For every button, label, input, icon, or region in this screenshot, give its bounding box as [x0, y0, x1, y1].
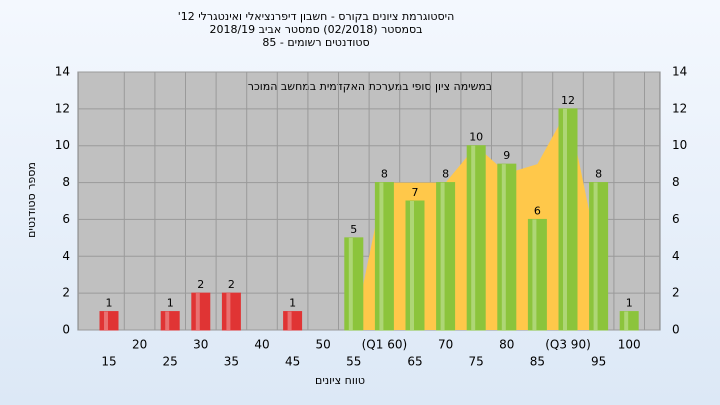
x-tick-label: 40	[254, 338, 269, 352]
x-tick-label: 20	[132, 338, 147, 352]
y2-tick-label: 4	[672, 249, 680, 263]
y-tick-label: 6	[62, 212, 70, 226]
x-tick-label: 35	[224, 355, 239, 369]
bar-shine	[287, 311, 292, 330]
value-label: 8	[381, 168, 388, 181]
x-tick-label: (Q3 90)	[545, 338, 591, 352]
y-tick-label: 8	[62, 175, 70, 189]
bar-shine	[348, 237, 353, 330]
x-tick-label: 15	[101, 355, 116, 369]
x-tick-label: 95	[591, 355, 606, 369]
y-tick-label: 14	[55, 65, 70, 79]
value-label: 6	[534, 204, 541, 217]
bar	[558, 108, 578, 331]
bar	[527, 218, 547, 331]
chart-title: סטודנטים רשומים - 85	[262, 36, 369, 49]
bar-shine	[195, 293, 200, 330]
y-axis-title: מספר סטודנטים	[25, 162, 38, 238]
y2-tick-label: 10	[672, 138, 687, 152]
value-label: 2	[228, 278, 235, 291]
bar-shine	[471, 145, 476, 330]
bar	[160, 311, 180, 331]
bar-shine	[563, 108, 567, 330]
bar	[344, 237, 364, 331]
value-label: 12	[561, 94, 575, 107]
y2-tick-label: 6	[672, 212, 680, 226]
x-tick-label: 45	[285, 355, 300, 369]
value-label: 8	[595, 168, 602, 181]
x-tick-label: 50	[316, 338, 331, 352]
x-tick-label: 30	[193, 338, 208, 352]
bar	[436, 182, 456, 331]
value-label: 7	[412, 186, 419, 199]
value-label: 8	[442, 168, 449, 181]
bar	[619, 311, 639, 331]
bar	[374, 182, 394, 331]
bar	[99, 311, 119, 331]
x-tick-label: (Q1 60)	[362, 338, 408, 352]
chart-title: 'היסטוגרמת ציונים בקורס - חשבון דיפרנציא…	[178, 10, 455, 23]
bar-shine	[226, 293, 231, 330]
bar-shine	[410, 201, 414, 330]
x-tick-label: 70	[438, 338, 453, 352]
chart-title: בסמסטר (02/2018) סמסטר אביב 2018/19	[209, 23, 422, 36]
bar-shine	[532, 219, 537, 330]
bar-shine	[501, 164, 506, 330]
value-label: 1	[626, 297, 633, 310]
bar	[497, 163, 517, 331]
y2-tick-label: 0	[672, 323, 680, 337]
y-tick-label: 4	[62, 249, 70, 263]
bar	[191, 292, 211, 331]
value-label: 5	[350, 223, 357, 236]
y-tick-label: 12	[55, 101, 70, 115]
x-tick-label: 65	[407, 355, 422, 369]
bar-shine	[104, 311, 108, 330]
y-tick-label: 0	[62, 323, 70, 337]
bar-shine	[593, 182, 598, 330]
y-tick-label: 2	[62, 286, 70, 300]
x-axis-title: טווח ציונים	[315, 374, 365, 387]
x-tick-label: 25	[163, 355, 178, 369]
value-label: 10	[469, 131, 483, 144]
bar-shine	[379, 182, 384, 330]
bar	[283, 311, 303, 331]
y2-tick-label: 14	[672, 65, 687, 79]
x-tick-label: 80	[499, 338, 514, 352]
bar-shine	[440, 182, 445, 330]
bar	[221, 292, 241, 331]
value-label: 1	[167, 297, 174, 310]
x-tick-label: 85	[530, 355, 545, 369]
y2-tick-label: 2	[672, 286, 680, 300]
bar	[589, 182, 609, 331]
x-tick-label: 100	[618, 338, 641, 352]
value-label: 2	[197, 278, 204, 291]
value-label: 1	[106, 297, 113, 310]
y-tick-label: 10	[55, 138, 70, 152]
value-label: 1	[289, 297, 296, 310]
bar-shine	[165, 311, 170, 330]
bar	[405, 200, 425, 331]
y2-tick-label: 8	[672, 175, 680, 189]
x-tick-label: 75	[469, 355, 484, 369]
annotation: במשימה ציון סופי במערכת האקדמית במחשב המ…	[248, 80, 493, 93]
bar	[466, 145, 486, 331]
y2-tick-label: 12	[672, 101, 687, 115]
x-tick-label: 55	[346, 355, 361, 369]
value-label: 9	[503, 149, 510, 162]
bar-shine	[624, 311, 629, 330]
